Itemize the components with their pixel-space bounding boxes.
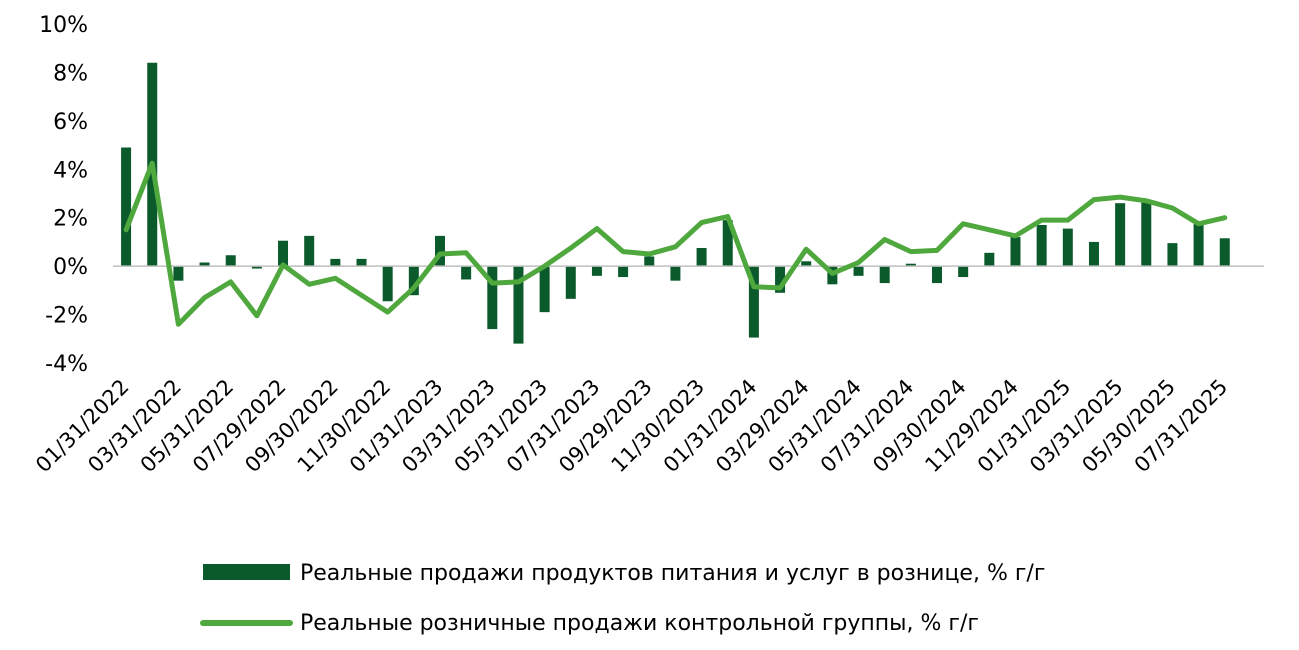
bar — [1193, 223, 1204, 267]
bar — [801, 261, 812, 267]
bar — [618, 266, 629, 278]
bar — [251, 266, 262, 269]
bar — [330, 258, 341, 267]
legend-label-line: Реальные розничные продажи контрольной г… — [300, 611, 979, 636]
y-tick-label: 4% — [53, 158, 88, 183]
line-series — [123, 160, 1228, 327]
bar — [1167, 243, 1178, 267]
bar — [121, 147, 132, 267]
bar — [382, 266, 393, 302]
bar — [879, 266, 890, 284]
bar — [225, 255, 236, 267]
bar — [1010, 237, 1021, 267]
bar — [696, 247, 707, 267]
bar — [670, 266, 681, 281]
bar — [958, 266, 969, 278]
bar — [1036, 224, 1047, 267]
y-tick-label: 6% — [53, 110, 88, 135]
bar — [905, 263, 916, 267]
bar — [173, 266, 184, 281]
y-tick-label: 0% — [53, 255, 88, 280]
bar — [748, 266, 759, 338]
bar — [461, 266, 472, 280]
bar — [1088, 241, 1099, 267]
y-tick-label: 10% — [39, 13, 88, 38]
y-tick-label: 8% — [53, 61, 88, 86]
legend-item-bars: Реальные продажи продуктов питания и усл… — [203, 561, 1045, 586]
y-tick-label: 2% — [53, 207, 88, 232]
bar — [304, 235, 315, 267]
bar — [408, 266, 419, 296]
bar — [775, 266, 786, 293]
bar — [1141, 200, 1152, 267]
bar — [278, 240, 289, 267]
legend: Реальные продажи продуктов питания и усл… — [200, 561, 1045, 636]
legend-bar-swatch — [203, 564, 290, 580]
bar — [565, 266, 576, 299]
bar — [513, 266, 524, 344]
bar — [1062, 228, 1073, 267]
bar — [1219, 238, 1230, 267]
bar — [487, 266, 498, 330]
bar — [644, 256, 655, 267]
x-axis-ticks: 01/31/202203/31/202205/31/202207/29/2022… — [31, 375, 1232, 478]
bar — [356, 258, 367, 267]
y-tick-label: -2% — [45, 304, 88, 329]
bar — [722, 220, 733, 267]
bar — [1115, 203, 1126, 267]
bar — [199, 262, 210, 267]
bar — [539, 266, 550, 313]
bar — [434, 235, 445, 267]
bar — [591, 266, 602, 276]
bar — [853, 266, 864, 276]
y-axis-ticks: -4% -2% 0% 2% 4% 6% 8% 10% — [39, 13, 88, 377]
bar — [932, 266, 943, 284]
y-tick-label: -4% — [45, 352, 88, 377]
legend-item-line: Реальные розничные продажи контрольной г… — [200, 611, 979, 636]
bar — [984, 252, 995, 267]
bar-series — [121, 62, 1230, 344]
legend-label-bars: Реальные продажи продуктов питания и усл… — [300, 561, 1045, 586]
